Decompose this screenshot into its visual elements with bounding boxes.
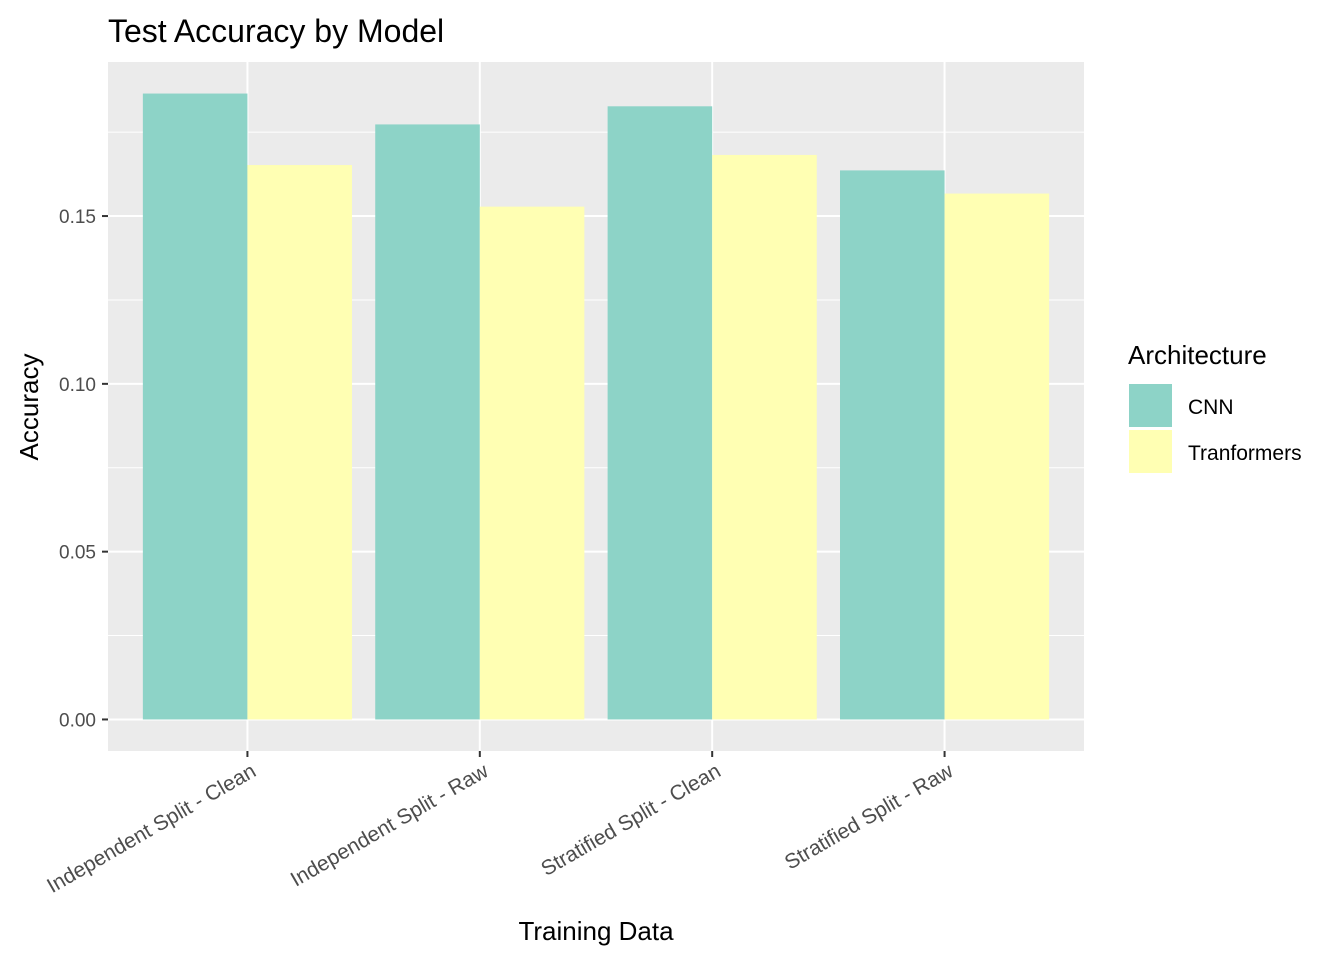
x-tick-label: Stratified Split - Raw [781, 759, 958, 874]
x-axis-label: Training Data [518, 916, 674, 946]
y-tick-label: 0.00 [59, 710, 96, 731]
bar-cnn [840, 170, 945, 720]
bar-cnn [142, 93, 248, 720]
bar-transformers [247, 165, 352, 720]
legend-label-transformers: Tranformers [1188, 442, 1302, 465]
bar-cnn [375, 124, 480, 720]
bar-transformers [479, 206, 585, 720]
legend: Architecture CNN Tranformers [1128, 340, 1302, 473]
x-axis: Independent Split - Clean Independent Spl… [43, 751, 958, 898]
y-axis: 0.00 0.05 0.10 0.15 [59, 207, 108, 731]
y-tick-label: 0.15 [59, 207, 96, 228]
y-tick-label: 0.05 [59, 543, 96, 564]
legend-key-cnn [1129, 384, 1172, 427]
chart-title: Test Accuracy by Model [108, 13, 444, 49]
bar-transformers [944, 193, 1050, 720]
bars [142, 93, 1050, 720]
x-tick-label: Stratified Split - Clean [537, 759, 724, 880]
y-axis-label: Accuracy [14, 354, 44, 461]
bar-cnn [607, 106, 713, 720]
legend-key-transformers [1129, 430, 1172, 473]
x-tick-label: Independent Split - Clean [43, 759, 260, 897]
x-tick-label: Independent Split - Raw [287, 759, 493, 891]
legend-label-cnn: CNN [1188, 396, 1234, 419]
y-tick-label: 0.10 [59, 375, 96, 396]
bar-transformers [712, 154, 817, 720]
legend-title: Architecture [1128, 340, 1267, 370]
